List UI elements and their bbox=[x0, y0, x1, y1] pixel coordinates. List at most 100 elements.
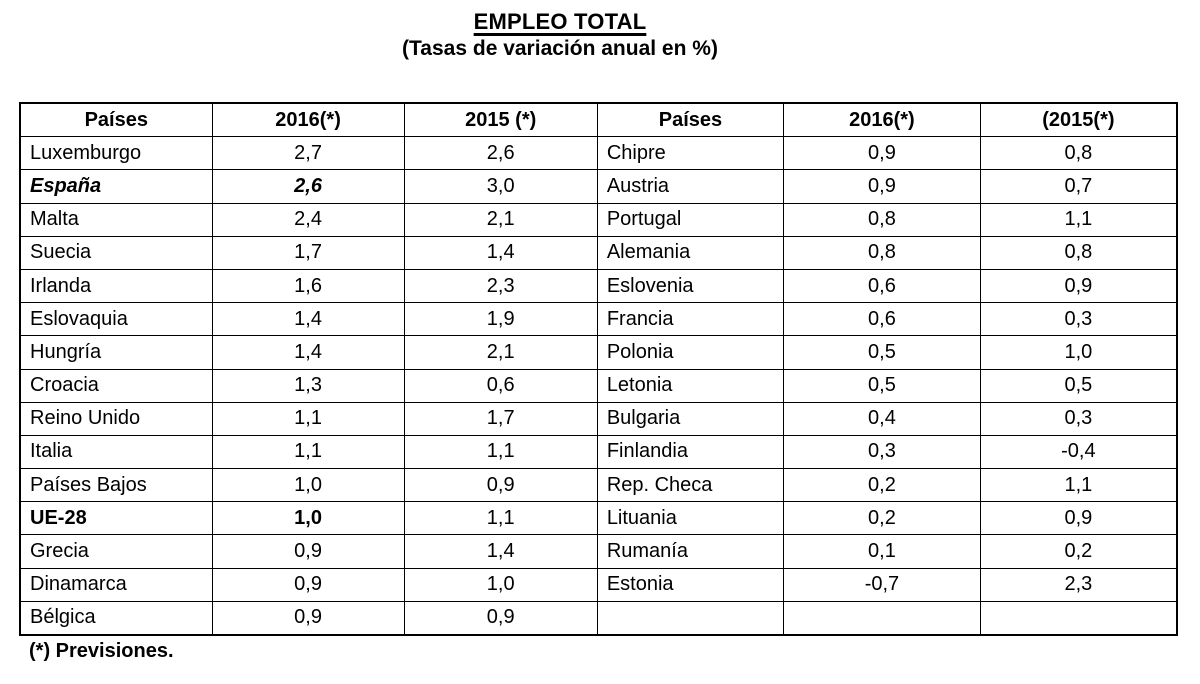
cell-2015-right: 1,1 bbox=[979, 202, 1178, 237]
table-row: Reino Unido 1,1 1,7 Bulgaria 0,4 0,3 bbox=[19, 401, 1178, 436]
cell-2016-right: 0,2 bbox=[783, 468, 981, 503]
cell-country-right: Austria bbox=[596, 169, 785, 204]
cell-2015-left: 0,9 bbox=[403, 600, 598, 636]
header-row: Países 2016(*) 2015 (*) Países 2016(*) (… bbox=[19, 102, 1178, 138]
cell-country-right: Eslovenia bbox=[596, 268, 785, 304]
table-row: Dinamarca 0,9 1,0 Estonia -0,7 2,3 bbox=[19, 567, 1178, 602]
cell-2015-left: 2,6 bbox=[403, 136, 598, 171]
cell-country-right: Polonia bbox=[596, 335, 785, 370]
cell-country-left: Luxemburgo bbox=[19, 136, 213, 171]
cell-country-right: Estonia bbox=[596, 567, 785, 602]
table-row: Malta 2,4 2,1 Portugal 0,8 1,1 bbox=[19, 202, 1178, 237]
cell-2016-right: 0,3 bbox=[783, 434, 981, 470]
table-row: Hungría 1,4 2,1 Polonia 0,5 1,0 bbox=[19, 335, 1178, 370]
cell-country-left: Irlanda bbox=[19, 268, 213, 304]
cell-2015-right: 0,2 bbox=[979, 534, 1178, 569]
cell-2015-right: 2,3 bbox=[979, 567, 1178, 602]
cell-2015-right: -0,4 bbox=[979, 434, 1178, 470]
cell-country-left: España bbox=[19, 169, 213, 204]
cell-country-right: Francia bbox=[596, 302, 785, 337]
cell-2015-left: 0,9 bbox=[403, 468, 598, 503]
cell-2015-right: 0,3 bbox=[979, 302, 1178, 337]
cell-2016-left: 0,9 bbox=[211, 567, 405, 602]
cell-country-left: Reino Unido bbox=[19, 401, 213, 436]
cell-country-left: Italia bbox=[19, 434, 213, 470]
cell-2015-left: 1,1 bbox=[403, 501, 598, 536]
table-row: UE-28 1,0 1,1 Lituania 0,2 0,9 bbox=[19, 501, 1178, 536]
table-row: Luxemburgo 2,7 2,6 Chipre 0,9 0,8 bbox=[19, 136, 1178, 171]
cell-2015-left: 0,6 bbox=[403, 368, 598, 403]
cell-country-left: Suecia bbox=[19, 235, 213, 270]
cell-country-left: Dinamarca bbox=[19, 567, 213, 602]
page-title: EMPLEO TOTAL bbox=[473, 9, 647, 34]
cell-2015-right: 0,3 bbox=[979, 401, 1178, 436]
cell-2016-left: 1,7 bbox=[211, 235, 405, 270]
cell-2016-left: 1,3 bbox=[211, 368, 405, 403]
footnote: (*) Previsiones. bbox=[29, 640, 174, 662]
cell-2016-left: 0,9 bbox=[211, 600, 405, 636]
header-2015-left: 2015 (*) bbox=[403, 102, 598, 138]
cell-2016-left: 1,6 bbox=[211, 268, 405, 304]
cell-2016-right bbox=[783, 600, 981, 636]
cell-2016-left: 0,9 bbox=[211, 534, 405, 569]
cell-2016-right: 0,4 bbox=[783, 401, 981, 436]
heading-block: EMPLEO TOTAL (Tasas de variación anual e… bbox=[0, 0, 1200, 62]
cell-country-right bbox=[596, 600, 785, 636]
cell-2016-right: 0,5 bbox=[783, 335, 981, 370]
cell-country-left: Bélgica bbox=[19, 600, 213, 636]
header-paises-left: Países bbox=[19, 102, 213, 138]
table-row: Suecia 1,7 1,4 Alemania 0,8 0,8 bbox=[19, 235, 1178, 270]
cell-country-right: Letonia bbox=[596, 368, 785, 403]
cell-2016-left: 2,4 bbox=[211, 202, 405, 237]
cell-2016-left: 1,0 bbox=[211, 501, 405, 536]
cell-2015-left: 2,3 bbox=[403, 268, 598, 304]
cell-2015-right: 0,8 bbox=[979, 235, 1178, 270]
table-row: Grecia 0,9 1,4 Rumanía 0,1 0,2 bbox=[19, 534, 1178, 569]
cell-country-left: Eslovaquia bbox=[19, 302, 213, 337]
cell-2016-right: 0,8 bbox=[783, 202, 981, 237]
cell-2016-left: 1,4 bbox=[211, 302, 405, 337]
table-row: Eslovaquia 1,4 1,9 Francia 0,6 0,3 bbox=[19, 302, 1178, 337]
cell-country-left: Malta bbox=[19, 202, 213, 237]
cell-country-right: Alemania bbox=[596, 235, 785, 270]
cell-country-left: Grecia bbox=[19, 534, 213, 569]
cell-2015-left: 1,9 bbox=[403, 302, 598, 337]
cell-country-left: UE-28 bbox=[19, 501, 213, 536]
cell-2015-left: 1,4 bbox=[403, 534, 598, 569]
table-row: Bélgica 0,9 0,9 bbox=[19, 600, 1178, 636]
cell-2016-right: 0,6 bbox=[783, 302, 981, 337]
cell-2016-right: 0,9 bbox=[783, 169, 981, 204]
cell-2015-right: 1,1 bbox=[979, 468, 1178, 503]
cell-2016-left: 1,0 bbox=[211, 468, 405, 503]
header-2016-left: 2016(*) bbox=[211, 102, 405, 138]
cell-2016-right: 0,9 bbox=[783, 136, 981, 171]
cell-2015-right: 0,7 bbox=[979, 169, 1178, 204]
cell-2016-right: 0,8 bbox=[783, 235, 981, 270]
cell-2015-left: 1,0 bbox=[403, 567, 598, 602]
cell-2016-left: 1,4 bbox=[211, 335, 405, 370]
cell-country-right: Lituania bbox=[596, 501, 785, 536]
cell-2016-right: 0,6 bbox=[783, 268, 981, 304]
employment-table: Países 2016(*) 2015 (*) Países 2016(*) (… bbox=[19, 102, 1178, 636]
cell-country-left: Hungría bbox=[19, 335, 213, 370]
cell-2016-right: 0,2 bbox=[783, 501, 981, 536]
cell-2015-right: 0,9 bbox=[979, 501, 1178, 536]
cell-2016-left: 1,1 bbox=[211, 434, 405, 470]
cell-2015-right: 0,8 bbox=[979, 136, 1178, 171]
header-2016-right: 2016(*) bbox=[783, 102, 981, 138]
cell-2015-left: 1,4 bbox=[403, 235, 598, 270]
cell-2015-left: 3,0 bbox=[403, 169, 598, 204]
page-subtitle: (Tasas de variación anual en %) bbox=[402, 37, 718, 60]
cell-2015-right: 0,9 bbox=[979, 268, 1178, 304]
cell-country-right: Finlandia bbox=[596, 434, 785, 470]
cell-country-right: Rep. Checa bbox=[596, 468, 785, 503]
table-row: Croacia 1,3 0,6 Letonia 0,5 0,5 bbox=[19, 368, 1178, 403]
cell-2016-left: 2,6 bbox=[211, 169, 405, 204]
table-row: España 2,6 3,0 Austria 0,9 0,7 bbox=[19, 169, 1178, 204]
cell-2015-left: 2,1 bbox=[403, 202, 598, 237]
table-row: Irlanda 1,6 2,3 Eslovenia 0,6 0,9 bbox=[19, 268, 1178, 304]
cell-2015-left: 1,7 bbox=[403, 401, 598, 436]
header-2015-right: (2015(*) bbox=[979, 102, 1178, 138]
table-row: Países Bajos 1,0 0,9 Rep. Checa 0,2 1,1 bbox=[19, 468, 1178, 503]
cell-2016-right: 0,1 bbox=[783, 534, 981, 569]
